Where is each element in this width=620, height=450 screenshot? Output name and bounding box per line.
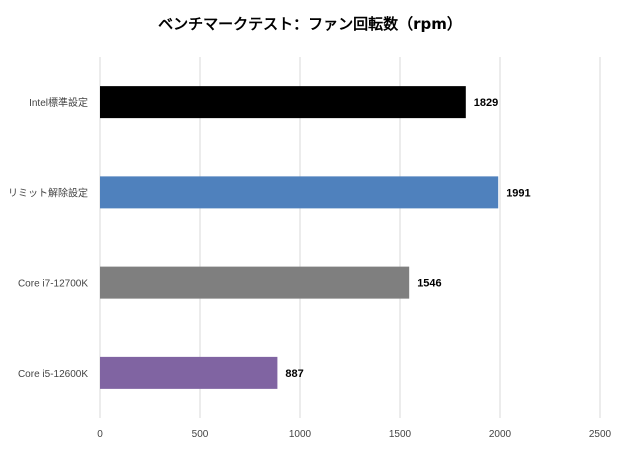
bar-1 xyxy=(100,176,499,209)
x-tick-label: 2500 xyxy=(589,429,612,440)
category-label: Intel標準設定 xyxy=(29,96,88,109)
bars xyxy=(100,86,499,389)
x-tick-label: 0 xyxy=(97,429,103,440)
data-label: 887 xyxy=(285,368,303,380)
data-label: 1546 xyxy=(417,278,441,290)
category-label: リミット解除設定 xyxy=(8,186,88,199)
data-label: 1991 xyxy=(506,187,530,199)
bar-3 xyxy=(100,356,278,389)
data-label: 1829 xyxy=(474,97,498,109)
x-tick-label: 1500 xyxy=(389,429,412,440)
x-tick-label: 2000 xyxy=(489,429,512,440)
x-tick-label: 1000 xyxy=(289,429,312,440)
x-tick-label: 500 xyxy=(192,429,209,440)
category-label: Core i5-12600K xyxy=(18,369,88,380)
category-label: Core i7-12700K xyxy=(18,279,88,290)
labels: 0 500 1000 1500 2000 2500 Intel標準設定 1829 リミット解除設… xyxy=(8,96,612,440)
bar-2 xyxy=(100,266,410,299)
chart-title: ベンチマークテスト：ファン回転数（rpm） xyxy=(158,15,462,33)
bar-0 xyxy=(100,86,466,119)
